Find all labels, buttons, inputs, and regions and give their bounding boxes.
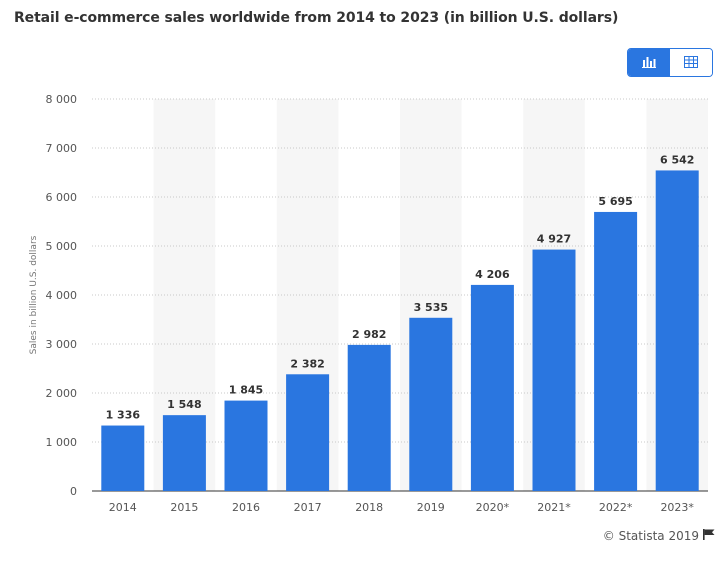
y-tick-label: 3 000 (46, 338, 78, 351)
y-tick-label: 4 000 (46, 289, 78, 302)
credit-text: © Statista 2019 (602, 529, 699, 543)
bar (470, 284, 514, 491)
y-tick-label: 0 (70, 485, 77, 498)
y-axis-title: Sales in billion U.S. dollars (29, 235, 39, 354)
table-view-button[interactable] (670, 49, 712, 76)
y-tick-label: 5 000 (46, 240, 78, 253)
bar (409, 317, 453, 491)
data-label: 4 206 (475, 268, 510, 281)
flag-icon (703, 529, 715, 543)
data-label: 1 845 (229, 384, 263, 397)
bar (101, 425, 145, 491)
data-label: 2 382 (290, 357, 324, 370)
x-tick-label: 2023* (660, 501, 694, 514)
y-tick-label: 1 000 (46, 436, 78, 449)
y-tick-label: 6 000 (46, 191, 78, 204)
data-label: 2 982 (352, 328, 386, 341)
bar (224, 400, 268, 491)
bar (655, 170, 699, 491)
data-label: 3 535 (414, 301, 448, 314)
data-label: 5 695 (598, 195, 632, 208)
x-tick-label: 2017 (294, 501, 322, 514)
x-tick-label: 2019 (417, 501, 445, 514)
y-tick-label: 8 000 (46, 93, 78, 106)
y-tick-label: 7 000 (46, 142, 78, 155)
chart-view-button[interactable] (628, 49, 670, 76)
bar-chart-icon (642, 53, 656, 72)
x-tick-label: 2018 (355, 501, 383, 514)
x-tick-label: 2021* (537, 501, 571, 514)
credit[interactable]: © Statista 2019 (603, 529, 715, 543)
chart-title: Retail e-commerce sales worldwide from 2… (14, 10, 619, 26)
view-toggle (627, 48, 713, 77)
bar (162, 415, 206, 491)
data-label: 1 336 (106, 409, 141, 422)
x-tick-label: 2015 (170, 501, 198, 514)
bar (347, 344, 391, 491)
bar (286, 374, 330, 491)
x-tick-label: 2014 (109, 501, 137, 514)
x-tick-label: 2022* (599, 501, 633, 514)
bar (594, 211, 638, 491)
data-label: 6 542 (660, 153, 694, 166)
data-label: 4 927 (537, 233, 571, 246)
data-label: 1 548 (167, 398, 201, 411)
x-tick-label: 2016 (232, 501, 260, 514)
table-icon (684, 53, 698, 72)
y-tick-label: 2 000 (46, 387, 78, 400)
x-tick-label: 2020* (476, 501, 510, 514)
bar (532, 249, 576, 491)
